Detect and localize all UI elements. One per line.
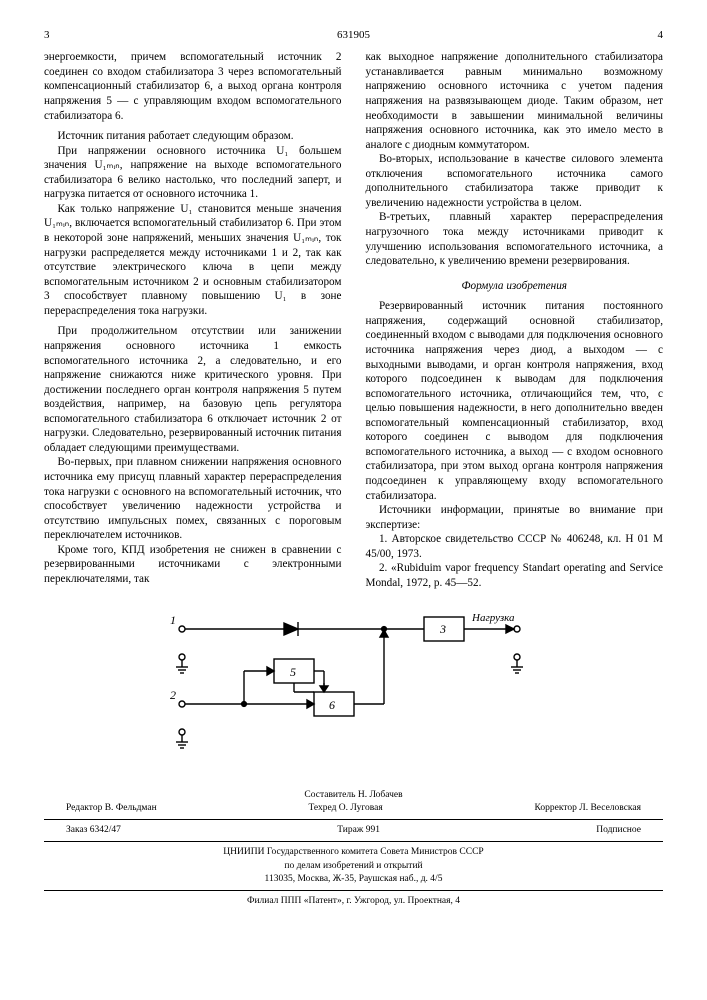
label-6: 6 [329, 698, 335, 712]
para: Кроме того, КПД изобретения не снижен в … [44, 543, 342, 587]
label-5: 5 [290, 665, 296, 679]
footer-order: Заказ 6342/47 Тираж 991 Подписное [44, 824, 663, 837]
footer-org2: по делам изобретений и открытий [44, 860, 663, 873]
para: энергоемкости, причем вспомогательный ис… [44, 50, 342, 123]
page-num-right: 4 [658, 28, 664, 42]
footer-org: ЦНИИПИ Государственного комитета Совета … [44, 846, 663, 859]
para: как выходное напряжение дополнительного … [366, 50, 664, 152]
para: 2. «Rubiduim vapor frequency Standart op… [366, 561, 664, 590]
footer-composer: Составитель Н. Лобачев [44, 789, 663, 802]
para: Во-первых, при плавном снижении напряжен… [44, 455, 342, 542]
para: При продолжительном отсутствии или заниж… [44, 324, 342, 455]
footer-credits: Редактор В. Фельдман Техред О. Луговая К… [44, 802, 663, 815]
page-header: 3 631905 4 [44, 28, 663, 42]
para: Источники информации, принятые во вниман… [366, 503, 664, 532]
label-1: 1 [170, 613, 176, 627]
doc-number: 631905 [337, 28, 370, 42]
formula-heading: Формула изобретения [366, 279, 664, 294]
para: Источник питания работает следующим обра… [44, 129, 342, 144]
para: Во-вторых, использование в качестве сило… [366, 152, 664, 210]
footer: Составитель Н. Лобачев Редактор В. Фельд… [44, 789, 663, 909]
page-num-left: 3 [44, 28, 50, 42]
para: Резервированный источник питания постоян… [366, 299, 664, 503]
footer-branch: Филиал ППП «Патент», г. Ужгород, ул. Про… [44, 895, 663, 908]
left-column: энергоемкости, причем вспомогательный ис… [44, 50, 342, 590]
para: Как только напряжение U₁ становится мень… [44, 202, 342, 319]
right-column: как выходное напряжение дополнительного … [366, 50, 664, 590]
label-3: 3 [439, 622, 446, 636]
label-load: Нагрузка [471, 612, 515, 624]
footer-addr: 113035, Москва, Ж-35, Раушская наб., д. … [44, 873, 663, 886]
para: В-третьих, плавный характер перераспреде… [366, 210, 664, 268]
circuit-diagram: 1 2 3 5 6 Нагрузка [164, 609, 544, 779]
body-columns: энергоемкости, причем вспомогательный ис… [44, 50, 663, 590]
para: При напряжении основного источника U₁ бо… [44, 144, 342, 202]
para: 1. Авторское свидетельство СССР № 406248… [366, 532, 664, 561]
label-2: 2 [170, 688, 176, 702]
